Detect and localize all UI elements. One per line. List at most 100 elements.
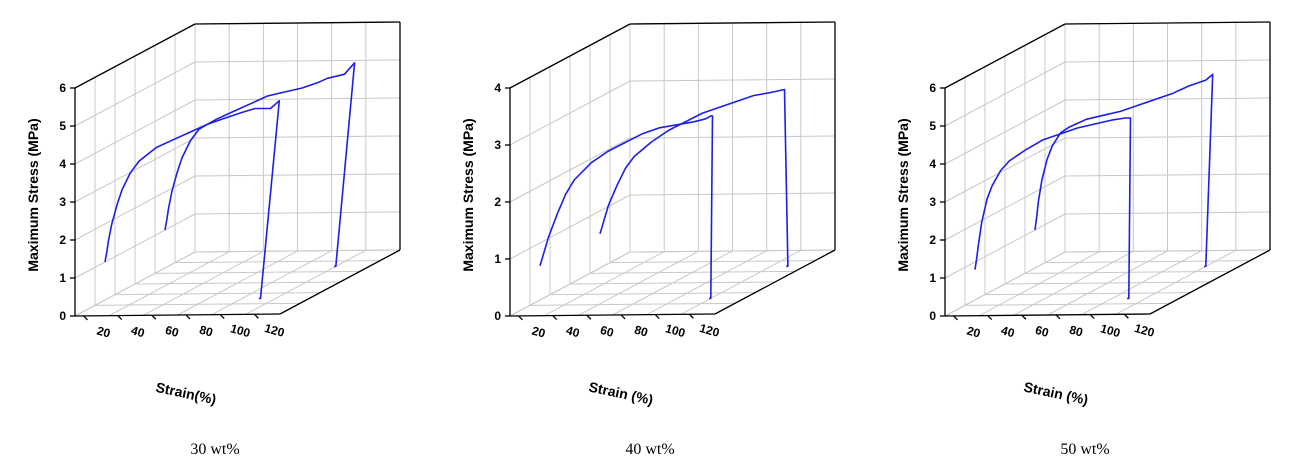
z-tick-label: 5 xyxy=(59,119,66,133)
gridline xyxy=(1024,270,1231,274)
depth-axis-line xyxy=(279,249,401,315)
x-tick xyxy=(688,313,694,319)
x-tick xyxy=(953,315,959,321)
chart-caption: 40 wt% xyxy=(625,441,675,458)
z-tick-label: 5 xyxy=(929,119,936,133)
x-tick-label: 20 xyxy=(95,324,112,341)
gridline xyxy=(194,249,401,253)
x-tick-label: 100 xyxy=(1099,321,1122,340)
x-axis-title: Strain(%) xyxy=(154,379,217,407)
x-tick-label: 120 xyxy=(263,321,286,340)
z-tick-label: 4 xyxy=(929,157,936,171)
z-axis-title: Maximum Stress (MPa) xyxy=(460,118,476,271)
z-axis-title: Maximum Stress (MPa) xyxy=(895,118,911,271)
x-tick-label: 40 xyxy=(564,323,581,340)
z-tick-label: 2 xyxy=(929,233,936,247)
z-tick-label: 3 xyxy=(929,195,936,209)
series-line-2 xyxy=(599,88,789,267)
depth-axis-line xyxy=(714,249,836,315)
z-tick-label: 0 xyxy=(494,309,501,323)
z-tick-label: 1 xyxy=(494,252,501,266)
z-tick-label: 1 xyxy=(929,271,936,285)
z-tick-label: 2 xyxy=(59,233,66,247)
z-tick-label: 4 xyxy=(494,81,501,95)
x-tick-label: 80 xyxy=(1068,323,1085,340)
series-line-2 xyxy=(164,62,356,268)
x-axis-title: Strain (%) xyxy=(1022,378,1089,407)
gridline xyxy=(1044,260,1251,264)
x-tick xyxy=(987,315,993,321)
chart-3: 0 1 2 3 4 5 6 20 40 60 80 100 120 Maximum Stress (MPa… xyxy=(895,21,1271,408)
gridline xyxy=(1064,249,1271,253)
x-tick-label: 60 xyxy=(1034,323,1051,340)
chart-2: 0 1 2 3 4 20 40 60 80 100 120 Maximum Stress (MPa) S… xyxy=(460,21,836,408)
x-tick-label: 100 xyxy=(229,321,252,340)
x-axis-line xyxy=(944,313,1151,317)
frame-edge xyxy=(194,21,401,25)
x-tick xyxy=(620,314,626,320)
gridline xyxy=(629,249,836,253)
x-tick-label: 80 xyxy=(198,323,215,340)
x-tick-label: 20 xyxy=(965,324,982,341)
x-tick xyxy=(1021,314,1027,320)
x-tick xyxy=(151,314,157,320)
x-tick xyxy=(1123,313,1129,319)
gridline xyxy=(134,281,341,285)
z-tick-label: 3 xyxy=(494,138,501,152)
series-line-1 xyxy=(104,99,281,300)
x-tick-label: 20 xyxy=(530,324,547,341)
gridline xyxy=(174,260,381,264)
x-tick xyxy=(552,315,558,321)
chart-panel-2: 0 1 2 3 4 20 40 60 80 100 120 Maximum Stress (MPa) S… xyxy=(435,0,870,466)
gridline xyxy=(154,270,361,274)
z-tick-label: 2 xyxy=(494,195,501,209)
x-tick-label: 60 xyxy=(599,323,616,340)
z-tick-label: 0 xyxy=(929,309,936,323)
z-tick-label: 1 xyxy=(59,271,66,285)
gridlines xyxy=(944,21,1271,317)
gridline xyxy=(549,292,756,296)
frame-edge xyxy=(1064,21,1271,25)
x-tick xyxy=(1055,314,1061,320)
gridline xyxy=(589,270,796,274)
depth-axis-line xyxy=(1149,249,1271,315)
x-tick-label: 120 xyxy=(698,321,721,340)
z-tick-label: 4 xyxy=(59,157,66,171)
gridlines xyxy=(74,21,401,317)
x-tick xyxy=(1089,314,1095,320)
series-line-1 xyxy=(974,117,1132,300)
x-tick xyxy=(654,314,660,320)
x-tick-label: 40 xyxy=(999,323,1016,340)
axis-frame xyxy=(509,21,836,317)
frame-edge xyxy=(509,23,631,89)
x-tick-label: 80 xyxy=(633,323,650,340)
z-tick-label: 6 xyxy=(929,81,936,95)
chart-1: 0 1 2 3 4 5 6 20 40 60 80 100 120 Maximum Stress (MPa… xyxy=(25,21,401,407)
chart-caption: 30 wt% xyxy=(190,441,240,458)
x-tick xyxy=(185,314,191,320)
z-tick-label: 6 xyxy=(59,81,66,95)
x-tick xyxy=(518,315,524,321)
frame-edge xyxy=(74,23,196,89)
x-tick xyxy=(586,314,592,320)
gridline xyxy=(1004,281,1211,285)
frame-edge xyxy=(944,23,1066,89)
x-axis-line xyxy=(509,313,716,317)
x-tick-label: 120 xyxy=(1133,321,1156,340)
gridline xyxy=(114,292,321,296)
series-line-2 xyxy=(1034,73,1214,268)
z-axis-title: Maximum Stress (MPa) xyxy=(25,118,41,271)
chart-panel-1: 0 1 2 3 4 5 6 20 40 60 80 100 120 Maximum Stress (MPa… xyxy=(0,0,435,466)
x-tick xyxy=(219,314,225,320)
x-tick-label: 40 xyxy=(129,323,146,340)
gridline xyxy=(609,260,816,264)
gridline xyxy=(569,281,776,285)
x-tick xyxy=(253,313,259,319)
z-tick-label: 0 xyxy=(59,309,66,323)
frame-edge xyxy=(629,21,836,25)
chart-caption: 50 wt% xyxy=(1060,441,1110,458)
gridline xyxy=(529,302,736,306)
gridline xyxy=(964,302,1171,306)
x-axis-line xyxy=(74,313,281,317)
chart-panel-3: 0 1 2 3 4 5 6 20 40 60 80 100 120 Maximum Stress (MPa… xyxy=(870,0,1305,466)
